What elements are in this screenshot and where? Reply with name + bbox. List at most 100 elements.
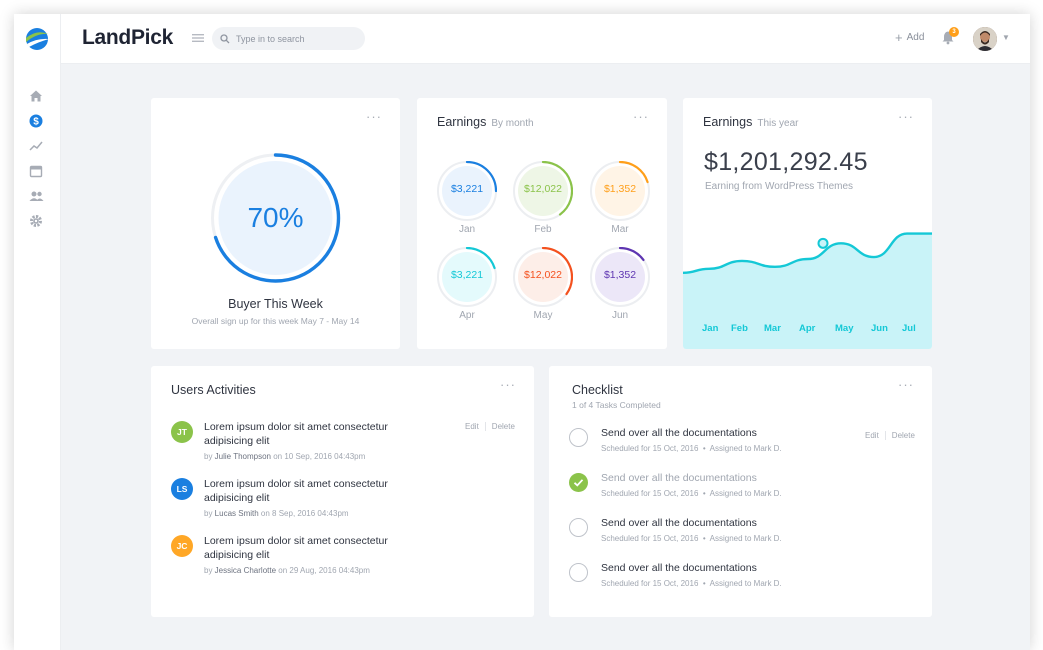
ring-arc: [465, 247, 496, 270]
task-title: Send over all the documentations: [601, 562, 757, 574]
logo-icon[interactable]: [23, 25, 51, 53]
x-tick-label: Jun: [871, 323, 888, 334]
activity-user[interactable]: Jessica Charlotte: [214, 566, 277, 575]
edit-button[interactable]: Edit: [465, 422, 479, 431]
month-ring: $12,022: [513, 161, 573, 221]
buyer-percent: 70%: [247, 202, 304, 233]
activity-actions: Edit Delete: [459, 422, 521, 431]
add-button[interactable]: + Add: [895, 31, 924, 44]
app-window: $ LandPick + Add 3: [14, 14, 1030, 650]
task-meta: Scheduled for 15 Oct, 2016 • Assigned to…: [601, 489, 782, 498]
dollar-icon[interactable]: $: [28, 113, 44, 129]
avatar[interactable]: [973, 27, 997, 51]
ring-fill: [595, 166, 645, 216]
ring-graphic: [590, 161, 650, 221]
ring-graphic: [590, 247, 650, 307]
delete-button[interactable]: Delete: [884, 431, 921, 440]
task-meta: Scheduled for 15 Oct, 2016 • Assigned to…: [601, 579, 782, 588]
edit-button[interactable]: Edit: [865, 431, 879, 440]
month-amount: $3,221: [450, 183, 484, 195]
gear-icon[interactable]: [28, 213, 44, 229]
ring-arc: [541, 161, 573, 216]
highlight-point: [817, 237, 829, 249]
x-tick-label: Feb: [731, 323, 748, 334]
ring-arc: [618, 161, 649, 184]
ring-fill: [595, 252, 645, 302]
menu-icon[interactable]: [191, 31, 205, 45]
ring-graphic: [513, 247, 573, 307]
earnings-year-title: Earnings This year: [703, 115, 798, 129]
more-options-icon[interactable]: ···: [898, 109, 914, 124]
buyer-progress-ring: [211, 153, 341, 283]
task-title: Send over all the documentations: [601, 427, 757, 439]
task-checkbox[interactable]: [569, 428, 588, 447]
earnings-year-card: Earnings This year ··· $1,201,292.45 Earn…: [683, 98, 932, 349]
buyer-ring-arc: [213, 153, 341, 283]
month-label: Jan: [458, 224, 476, 235]
task-actions: Edit Delete: [859, 431, 921, 440]
activity-user[interactable]: Julie Thompson: [214, 452, 271, 461]
buyer-ring-fill: [218, 161, 333, 275]
more-options-icon[interactable]: ···: [633, 109, 649, 124]
card-title-text: Earnings: [437, 115, 487, 129]
ring-graphic: [437, 161, 497, 221]
buyer-title: Buyer This Week: [228, 297, 323, 311]
more-options-icon[interactable]: ···: [500, 377, 516, 392]
area-fill: [683, 233, 932, 349]
chevron-down-icon[interactable]: ▼: [1002, 33, 1010, 42]
buyer-card: ··· 70% Buyer This Week Overall sign up …: [151, 98, 400, 349]
trend-icon[interactable]: [28, 138, 44, 154]
x-tick-label: Jan: [702, 323, 719, 334]
month-ring: $1,352: [590, 247, 650, 307]
delete-button[interactable]: Delete: [484, 422, 521, 431]
x-tick-label: Mar: [764, 323, 781, 334]
search-box: [212, 27, 365, 50]
check-icon: [573, 479, 584, 487]
activity-text: Lorem ipsum dolor sit amet consectetur a…: [204, 421, 388, 447]
calendar-icon[interactable]: [28, 163, 44, 179]
month-earning-jan[interactable]: $3,221 Jan: [437, 161, 497, 235]
more-options-icon[interactable]: ···: [898, 377, 914, 392]
svg-text:$: $: [33, 117, 39, 128]
card-subtitle: This year: [757, 118, 799, 129]
search-input[interactable]: [236, 33, 356, 44]
task-title: Send over all the documentations: [601, 472, 757, 484]
month-amount: $1,352: [603, 183, 637, 195]
task-checkbox[interactable]: [569, 563, 588, 582]
ring-fill: [442, 166, 492, 216]
activity-user[interactable]: Lucas Smith: [214, 509, 259, 518]
earnings-month-title: Earnings By month: [437, 115, 534, 129]
area-line: [683, 232, 932, 274]
sidebar: $: [14, 14, 61, 650]
month-earning-apr[interactable]: $3,221 Apr: [437, 247, 497, 321]
month-label: Apr: [459, 310, 475, 321]
month-label: Feb: [534, 224, 552, 235]
more-options-icon[interactable]: ···: [366, 109, 382, 124]
year-caption: Earning from WordPress Themes: [705, 181, 854, 192]
month-ring: $3,221: [437, 161, 497, 221]
home-icon[interactable]: [28, 88, 44, 104]
ring-fill: [442, 252, 492, 302]
card-subtitle: By month: [491, 118, 534, 129]
ring-fill: [518, 252, 568, 302]
search-icon: [220, 33, 230, 43]
task-checkbox[interactable]: [569, 473, 588, 492]
month-ring: $3,221: [437, 247, 497, 307]
month-earning-jun[interactable]: $1,352 Jun: [590, 247, 650, 321]
brand-name[interactable]: LandPick: [82, 26, 173, 49]
month-amount: $1,352: [603, 269, 637, 281]
earnings-area-chart: [683, 232, 932, 349]
ring-fill: [518, 166, 568, 216]
activity-meta: by Julie Thompson on 10 Sep, 2016 04:43p…: [204, 452, 366, 461]
checklist-title: Checklist: [572, 383, 623, 397]
activity-text: Lorem ipsum dolor sit amet consectetur a…: [204, 478, 388, 504]
month-earning-mar[interactable]: $1,352 Mar: [590, 161, 650, 235]
users-icon[interactable]: [28, 188, 44, 204]
activity-meta: by Lucas Smith on 8 Sep, 2016 04:43pm: [204, 509, 349, 518]
month-earning-feb[interactable]: $12,022 Feb: [513, 161, 573, 235]
month-earning-may[interactable]: $12,022 May: [513, 247, 573, 321]
task-meta: Scheduled for 15 Oct, 2016 • Assigned to…: [601, 534, 782, 543]
user-avatar: JC: [171, 535, 193, 557]
task-title: Send over all the documentations: [601, 517, 757, 529]
task-checkbox[interactable]: [569, 518, 588, 537]
